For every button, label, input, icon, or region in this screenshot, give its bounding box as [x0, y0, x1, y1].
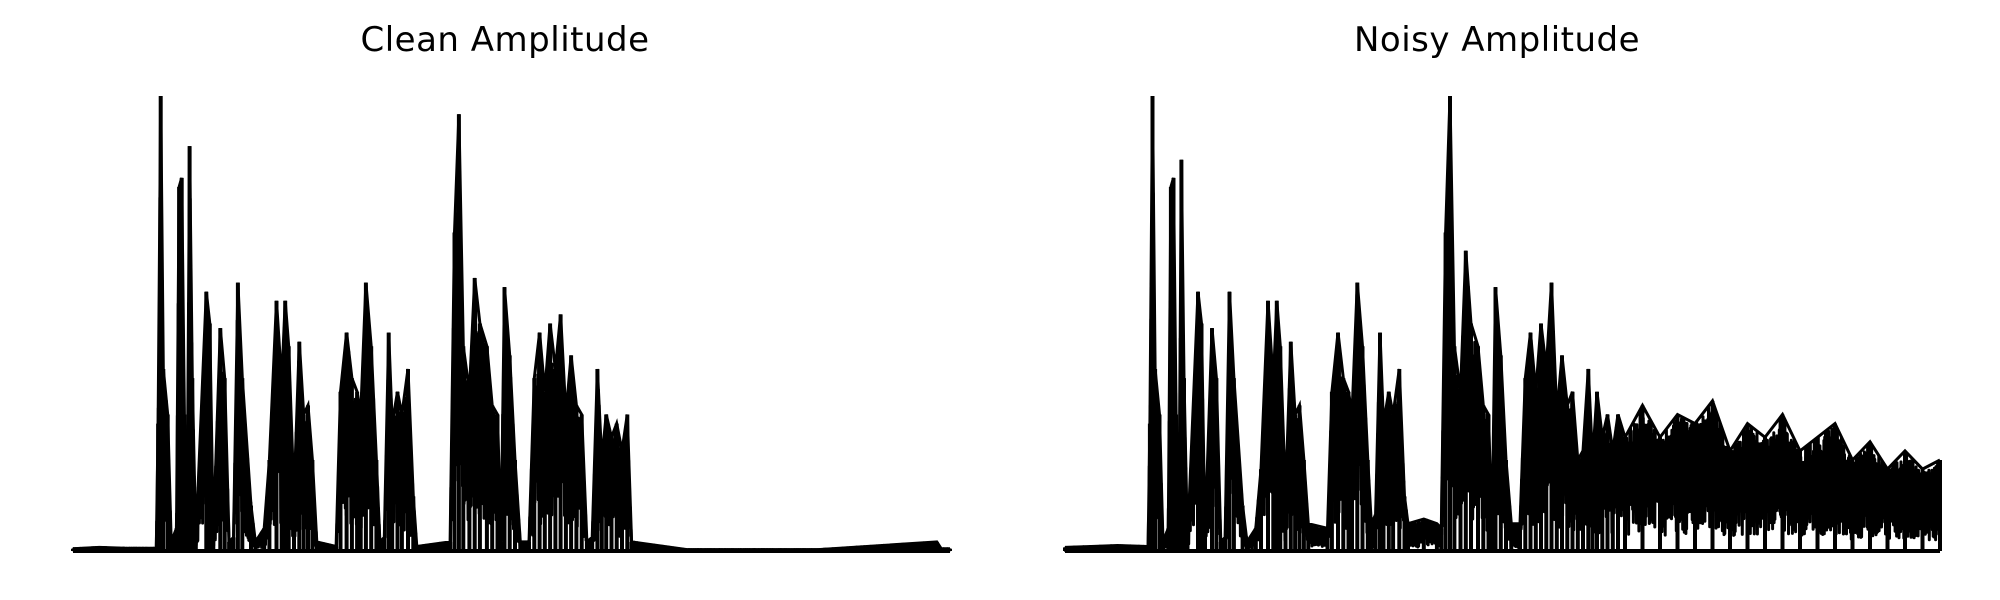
clean-amplitude-plot [71, 95, 952, 553]
clean-amplitude-title: Clean Amplitude [360, 20, 650, 60]
noisy-amplitude-title: Noisy Amplitude [1353, 20, 1641, 60]
noisy-amplitude-plot [1063, 95, 1942, 553]
clean-amplitude-panel: Clean Amplitude [71, 20, 952, 553]
noisy-amplitude-panel: Noisy Amplitude [1000, 0, 2000, 600]
